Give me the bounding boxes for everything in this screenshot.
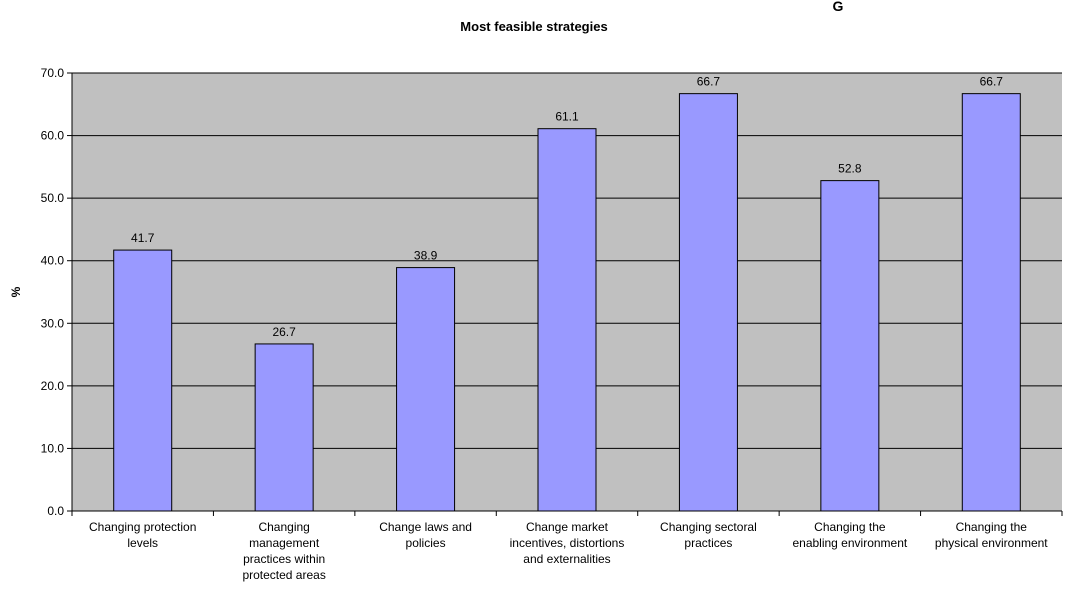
x-category-label: Change market: [526, 520, 609, 534]
y-tick-label: 60.0: [41, 129, 65, 143]
chart-title: Most feasible strategies: [460, 19, 607, 34]
x-category-label: incentives, distortions: [510, 536, 625, 550]
y-axis-title: %: [9, 286, 23, 297]
bar: [961, 93, 1021, 512]
x-category-label: Changing the: [814, 520, 886, 534]
y-tick-label: 30.0: [41, 316, 65, 330]
x-category-labels: Changing protection levels Changing managem…: [89, 520, 1048, 582]
bar: [396, 267, 456, 512]
bar: [678, 93, 738, 512]
x-category-label: practices: [684, 536, 732, 550]
data-label: 38.9: [414, 249, 438, 263]
x-category-label: levels: [127, 536, 158, 550]
x-category-label: physical environment: [935, 536, 1048, 550]
data-label: 52.8: [838, 162, 862, 176]
x-category-label: policies: [406, 536, 446, 550]
y-tick-label: 40.0: [41, 254, 65, 268]
data-label: 61.1: [555, 110, 579, 124]
y-tick-label: 0.0: [47, 504, 64, 518]
y-tick-label: 70.0: [41, 66, 65, 80]
x-category-label: Changing protection: [89, 520, 196, 534]
axes: [67, 72, 1063, 516]
y-tick-label: 50.0: [41, 191, 65, 205]
bar: [254, 343, 314, 512]
x-category-label: practices within: [243, 552, 325, 566]
y-tick-label: 10.0: [41, 441, 65, 455]
y-tick-label: 20.0: [41, 379, 65, 393]
bar: [113, 249, 173, 512]
data-label: 66.7: [697, 75, 721, 89]
x-category-label: management: [249, 536, 320, 550]
x-category-label: protected areas: [242, 568, 325, 582]
x-category-label: Changing the: [956, 520, 1028, 534]
data-label: 26.7: [272, 325, 296, 339]
bar: [820, 180, 880, 512]
data-labels: 41.7 26.7 38.9 61.1 66.7 52.8 66.7: [131, 75, 1003, 339]
data-label: 66.7: [980, 75, 1004, 89]
x-category-label: and externalities: [523, 552, 610, 566]
x-category-label: Changing: [258, 520, 309, 534]
corner-mark: G: [833, 0, 844, 14]
x-category-label: enabling environment: [792, 536, 907, 550]
data-label: 41.7: [131, 231, 155, 245]
bar: [537, 128, 597, 512]
x-category-label: Change laws and: [379, 520, 472, 534]
y-tick-labels: 0.0 10.0 20.0 30.0 40.0 50.0 60.0 70.0: [41, 66, 65, 518]
x-category-label: Changing sectoral: [660, 520, 757, 534]
